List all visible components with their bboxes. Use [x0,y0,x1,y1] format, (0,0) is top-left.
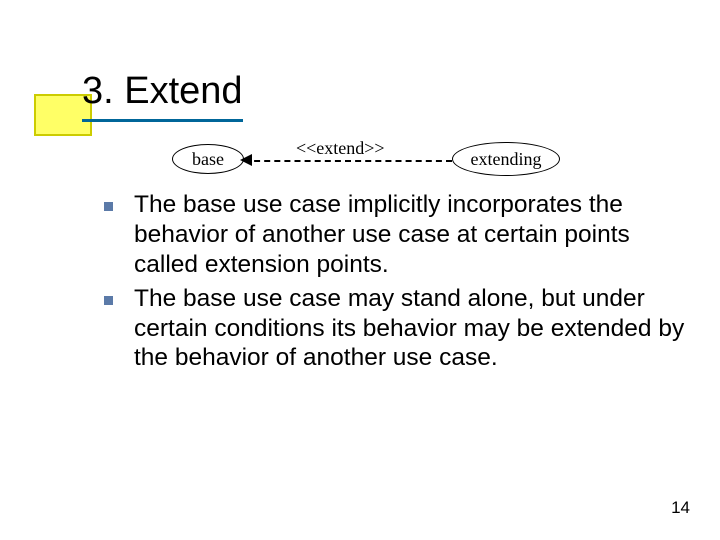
slide: 3. Extend base <<extend>> extending The … [0,0,720,540]
bullet-icon [104,202,113,211]
usecase-base: base [172,144,244,174]
body-text: The base use case implicitly incorporate… [90,190,690,377]
bullet-text: The base use case may stand alone, but u… [134,285,684,372]
extend-diagram: base <<extend>> extending [172,138,572,184]
list-item: The base use case implicitly incorporate… [90,190,690,280]
slide-title: 3. Extend [82,70,243,122]
usecase-base-label: base [192,149,224,170]
bullet-text: The base use case implicitly incorporate… [134,191,630,278]
stereotype-label: <<extend>> [292,138,389,159]
bullet-icon [104,296,113,305]
list-item: The base use case may stand alone, but u… [90,284,690,374]
usecase-extending: extending [452,142,560,176]
usecase-extending-label: extending [471,149,542,170]
page-number: 14 [671,498,690,518]
dashed-line [244,160,452,162]
